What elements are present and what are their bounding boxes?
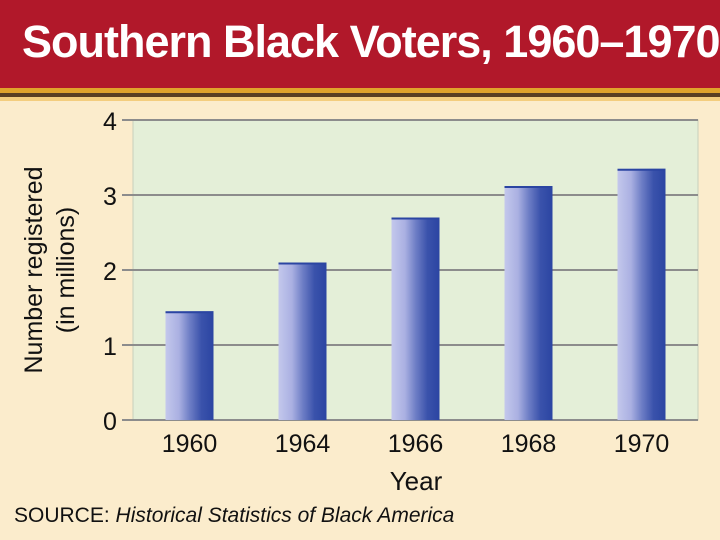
bar-1966 xyxy=(391,217,440,420)
divider-stripe-dark xyxy=(0,93,720,97)
y-tick-label: 3 xyxy=(103,183,117,211)
bar-1964 xyxy=(278,262,327,420)
bar-top-edge xyxy=(391,217,440,220)
x-tick-label: 1964 xyxy=(275,430,331,458)
x-tick-label: 1968 xyxy=(501,430,557,458)
divider-stripe-gold xyxy=(0,88,720,93)
bar-top-edge xyxy=(278,262,327,265)
source-label: SOURCE: xyxy=(14,504,110,527)
bar-1970 xyxy=(617,168,666,420)
bar-top-edge xyxy=(504,186,553,188)
x-axis-label: Year xyxy=(390,466,443,496)
bar-top-edge xyxy=(165,311,214,314)
y-tick-label: 4 xyxy=(103,108,117,136)
x-tick-label: 1966 xyxy=(388,430,444,458)
header-banner: Southern Black Voters, 1960–1970 xyxy=(0,0,720,88)
source-note: SOURCE: Historical Statistics of Black A… xyxy=(14,504,454,528)
page-title: Southern Black Voters, 1960–1970 xyxy=(22,16,720,67)
y-tick-label: 0 xyxy=(103,408,117,436)
divider-stripe-light xyxy=(0,97,720,101)
source-work: Historical Statistics of Black America xyxy=(115,504,455,527)
bar-1968 xyxy=(504,186,553,420)
y-axis-label: Number registered xyxy=(20,166,48,373)
y-tick-label: 2 xyxy=(103,258,117,286)
x-tick-label: 1960 xyxy=(162,430,218,458)
bar-top-edge xyxy=(617,168,666,171)
y-tick-label: 1 xyxy=(103,333,117,361)
bar-1960 xyxy=(165,311,214,420)
x-tick-label: 1970 xyxy=(614,430,670,458)
y-axis-sublabel: (in millions) xyxy=(52,207,80,333)
